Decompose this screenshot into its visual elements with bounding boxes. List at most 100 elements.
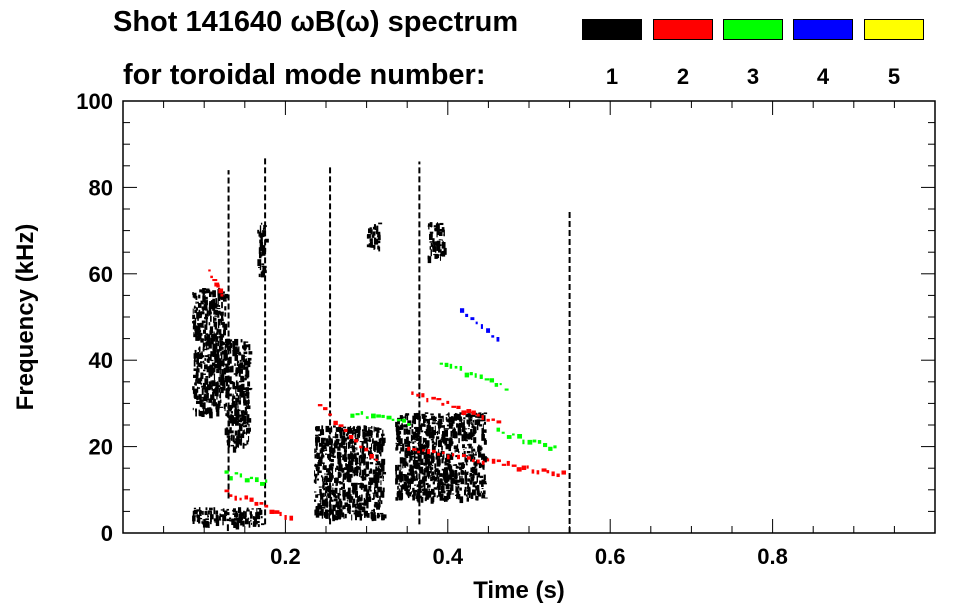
spectral-blob-mode-1 [195,301,197,304]
spectral-blob-mode-1 [380,500,383,505]
spectral-blob-mode-1 [232,341,235,343]
spectral-blob-mode-1 [366,457,368,459]
mode-track-point-2 [426,397,429,403]
spectral-blob-mode-1 [208,381,212,384]
spectral-blob-mode-1 [362,435,365,439]
spectral-blob-mode-1 [444,462,449,466]
spectral-blob-mode-1 [222,332,225,338]
spectral-blob-mode-1 [429,461,433,466]
spectral-blob-mode-1 [464,469,467,474]
spectral-blob-mode-1 [466,471,469,473]
spectral-blob-mode-1 [324,491,327,497]
spectral-blob-mode-1 [415,495,419,500]
mode-track-point-2 [556,473,560,478]
spectral-blob-mode-1 [355,490,358,498]
spectral-blob-mode-1 [319,456,323,464]
spectral-blob-mode-1 [231,398,234,402]
spectral-blob-mode-1 [428,484,431,487]
spectral-blob-mode-1 [218,296,223,299]
spectral-blob-mode-1 [197,315,199,321]
spectral-blob-mode-1 [452,464,457,466]
spectral-blob-mode-1 [438,228,443,232]
spectral-blob-mode-1 [472,446,474,448]
spectral-blob-mode-1 [248,387,253,390]
spectral-blob-mode-1 [244,518,249,525]
spectral-blob-mode-1 [322,486,324,489]
spectral-blob-mode-1 [228,376,232,383]
spectral-blob-mode-1 [463,435,467,441]
spectral-blob-mode-1 [450,431,453,437]
spectral-blob-mode-1 [220,377,225,385]
mode-track-point-3 [494,383,499,387]
spectral-blob-mode-1 [232,508,236,513]
spectral-blob-mode-1 [322,455,325,458]
spectral-blob-mode-1 [315,494,319,498]
spectral-blob-mode-1 [196,386,199,393]
spectral-blob-mode-1 [221,322,224,325]
spectral-blob-mode-1 [218,345,222,352]
spectral-blob-mode-1 [360,446,362,453]
spectral-blob-mode-1 [399,485,403,487]
spectral-blob-mode-1 [199,410,203,417]
spectral-blob-mode-1 [411,423,414,428]
spectral-blob-mode-1 [214,357,219,363]
spectral-blob-mode-1 [242,442,245,449]
legend-swatch-mode-5 [864,19,924,40]
spectral-blob-mode-1 [337,457,341,461]
spectral-blob-mode-1 [325,453,327,455]
spectral-blob-mode-1 [426,471,431,477]
spectral-blob-mode-1 [229,393,232,397]
spectral-blob-mode-1 [438,231,443,237]
spectral-blob-mode-1 [438,413,441,418]
spectral-blob-mode-1 [246,392,250,399]
spectral-blob-mode-1 [434,463,437,469]
spectral-blob-mode-1 [376,503,380,510]
spectral-blob-mode-1 [375,471,378,475]
spectral-blob-mode-1 [377,240,381,244]
spectral-blob-mode-1 [210,395,215,400]
spectral-blob-mode-1 [433,445,436,450]
spectral-blob-mode-1 [432,481,435,485]
spectral-blob-mode-1 [231,421,233,426]
mode-track-point-3 [527,439,533,445]
mode-track-point-4 [491,335,495,338]
spectral-blob-mode-1 [341,467,345,473]
spectral-blob-mode-1 [193,360,196,367]
spectral-blob-mode-1 [242,345,245,349]
spectral-blob-mode-1 [376,432,379,436]
spectral-blob-mode-1 [241,394,244,398]
spectral-blob-mode-1 [200,300,204,304]
mode-track-point-2 [364,447,369,452]
spectral-blob-mode-1 [330,454,334,457]
spectral-blob-mode-1 [442,476,444,479]
spectral-blob-mode-1 [372,510,375,512]
spectral-blob-mode-1 [222,508,225,512]
spectral-blob-mode-1 [335,467,337,472]
mode-track-point-3 [459,365,463,371]
spectral-blob-mode-1 [455,489,457,493]
mode-track-point-2 [239,497,242,501]
spectral-blob-mode-1 [250,514,253,519]
spectral-blob-mode-1 [436,477,438,482]
mode-track-point-2 [333,420,338,426]
spectral-blob-mode-1 [465,494,468,497]
spectral-blob-mode-1 [446,475,449,483]
spectral-blob-mode-1 [406,449,410,456]
spectral-blob-mode-1 [196,301,199,304]
spectral-blob-mode-1 [457,492,459,499]
spectral-blob-mode-1 [199,397,203,399]
spectral-blob-mode-1 [463,451,466,456]
spectral-blob-mode-1 [202,519,206,521]
spectral-blob-mode-1 [219,380,221,388]
spectral-blob-mode-1 [216,368,220,374]
spectral-blob-mode-1 [321,506,326,509]
spectral-blob-mode-1 [472,414,476,417]
spectral-blob-mode-1 [224,363,228,366]
spectral-blob-mode-1 [215,402,218,406]
spectral-blob-mode-1 [356,447,358,451]
spectral-blob-mode-1 [372,469,376,475]
spectral-blob-mode-1 [225,427,229,433]
spectral-blob-mode-1 [313,491,317,493]
spectral-blob-mode-1 [373,512,376,516]
spectral-blob-mode-1 [336,509,341,514]
